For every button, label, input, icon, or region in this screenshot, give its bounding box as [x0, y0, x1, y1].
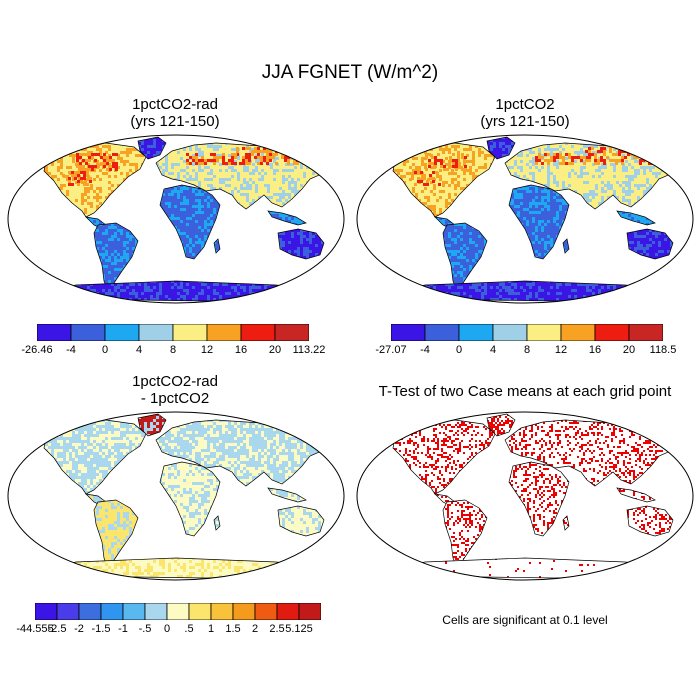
colorbar-label: -27.07: [375, 344, 406, 356]
colorbar-swatch: [391, 324, 425, 341]
map-canvas: [6, 133, 346, 305]
colorbar-label: 12: [201, 344, 213, 356]
significance-note: Cells are significant at 0.1 level: [355, 613, 695, 627]
colorbar-label: -2: [74, 623, 84, 635]
colorbar-swatch: [189, 603, 211, 620]
colorbar-swatch: [595, 324, 629, 341]
colorbar-swatch: [629, 324, 663, 341]
world-map-1pctco2: [355, 133, 695, 310]
colorbar-swatch: [459, 324, 493, 341]
colorbar-label: 1: [208, 623, 214, 635]
panel-title-line: (yrs 121-150): [425, 113, 625, 130]
colorbar-swatch: [35, 603, 57, 620]
colorbar-label: 12: [555, 344, 567, 356]
panel-title-line: 1pctCO2-rad: [75, 96, 275, 113]
colorbar-swatch: [57, 603, 79, 620]
colorbar-label: 0: [456, 344, 462, 356]
colorbar-swatch: [207, 324, 241, 341]
panel-title-line: - 1pctCO2: [75, 390, 275, 407]
world-map-1pctco2-rad: [6, 133, 346, 310]
colorbar-swatch: [493, 324, 527, 341]
colorbar-label: 113.22: [293, 344, 326, 356]
colorbar-label: 20: [269, 344, 281, 356]
colorbar-swatch: [123, 603, 145, 620]
world-map-difference: [6, 410, 346, 587]
colorbar-swatch: [79, 603, 101, 620]
colorbar-label: -1: [118, 623, 128, 635]
colorbar-swatch: [37, 324, 71, 341]
colorbar-swatches: [35, 603, 321, 620]
colorbar-label: -4: [66, 344, 76, 356]
world-map-ttest: [355, 410, 695, 587]
colorbar-label: 2.5: [269, 623, 284, 635]
colorbar-label: 2: [252, 623, 258, 635]
colorbar-swatch: [527, 324, 561, 341]
colorbar-label: 0: [102, 344, 108, 356]
panel-title-ttest: T-Test of two Case means at each grid po…: [350, 383, 700, 400]
colorbar-swatch: [299, 603, 321, 620]
colorbar-label: -26.46: [21, 344, 52, 356]
colorbar-label: 4: [136, 344, 142, 356]
panel-title-1pctco2: 1pctCO2 (yrs 121-150): [425, 96, 625, 130]
colorbar-label: 118.5: [650, 344, 677, 356]
colorbar-swatch: [139, 324, 173, 341]
colorbar-label: -1.5: [92, 623, 111, 635]
colorbar-label: -2.5: [48, 623, 67, 635]
colorbar-swatch: [211, 603, 233, 620]
panel-title-1pctco2-rad: 1pctCO2-rad (yrs 121-150): [75, 96, 275, 130]
colorbar-label: 20: [623, 344, 635, 356]
colorbar-1pctco2: -27.07 -4 0 4 8 12 16 20 118.5: [391, 324, 663, 359]
colorbar-difference: -44.555 -2.5 -2 -1.5 -1 -.5 0.5 1 1.5 2 2.5 5.125: [35, 603, 321, 638]
colorbar-label: 8: [524, 344, 530, 356]
colorbar-swatch: [105, 324, 139, 341]
colorbar-label: -.5: [139, 623, 152, 635]
colorbar-swatch: [241, 324, 275, 341]
colorbar-swatch: [561, 324, 595, 341]
colorbar-swatch: [277, 603, 299, 620]
colorbar-label: 1.5: [225, 623, 240, 635]
colorbar-swatch: [275, 324, 309, 341]
map-canvas: [355, 410, 695, 582]
colorbar-label: -4: [420, 344, 430, 356]
figure-title: JJA FGNET (W/m^2): [0, 62, 700, 84]
colorbar-swatches: [37, 324, 309, 341]
colorbar-swatch: [167, 603, 189, 620]
colorbar-swatch: [173, 324, 207, 341]
colorbar-label: 5.125: [285, 623, 313, 635]
colorbar-label: 0: [164, 623, 170, 635]
colorbar-swatch: [233, 603, 255, 620]
colorbar-label: 16: [235, 344, 247, 356]
panel-title-line: 1pctCO2-rad: [75, 373, 275, 390]
colorbar-swatch: [71, 324, 105, 341]
colorbar-label: 4: [490, 344, 496, 356]
colorbar-swatch: [255, 603, 277, 620]
colorbar-swatch: [425, 324, 459, 341]
panel-title-difference: 1pctCO2-rad - 1pctCO2: [75, 373, 275, 407]
map-canvas: [355, 133, 695, 305]
panel-title-line: 1pctCO2: [425, 96, 625, 113]
colorbar-label: 16: [589, 344, 601, 356]
colorbar-label: .5: [184, 623, 193, 635]
colorbar-label: 8: [170, 344, 176, 356]
colorbar-1pctco2-rad: -26.46 -4 0 4 8 12 16 20 113.22: [37, 324, 309, 359]
colorbar-swatch: [145, 603, 167, 620]
colorbar-swatches: [391, 324, 663, 341]
map-canvas: [6, 410, 346, 582]
panel-title-line: (yrs 121-150): [75, 113, 275, 130]
colorbar-swatch: [101, 603, 123, 620]
panel-title-line: T-Test of two Case means at each grid po…: [350, 383, 700, 400]
